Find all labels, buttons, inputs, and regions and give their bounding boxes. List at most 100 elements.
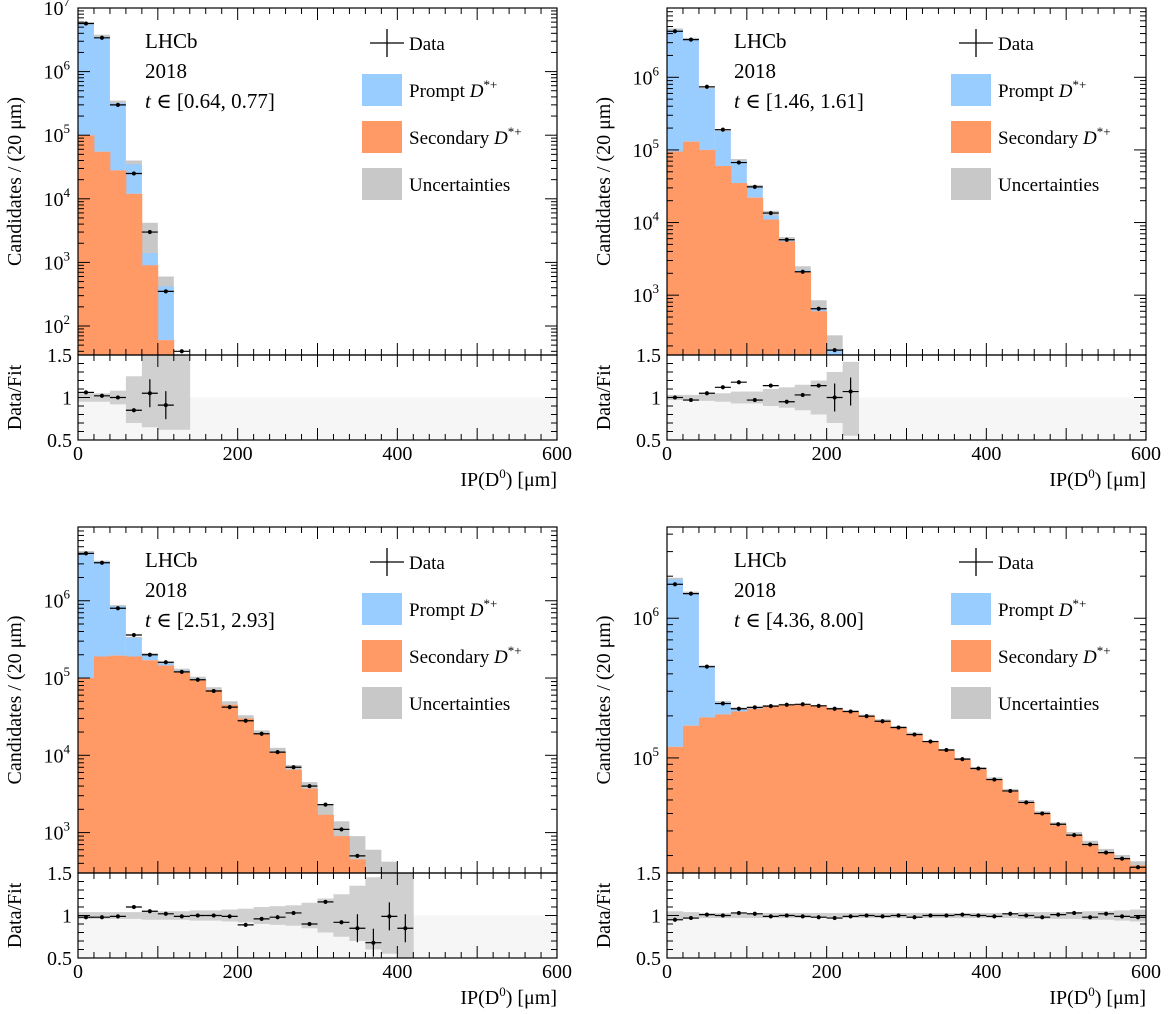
ratio-point xyxy=(83,915,88,920)
ratio-band xyxy=(682,912,700,919)
secondary-bar xyxy=(237,718,255,873)
secondary-bar xyxy=(125,656,143,873)
y-tick-label: 104 xyxy=(44,741,71,767)
data-point xyxy=(832,706,837,711)
ratio-point xyxy=(1056,912,1061,917)
secondary-bar xyxy=(189,679,207,873)
data-point xyxy=(1120,856,1125,861)
ratio-band xyxy=(810,380,828,415)
data-point xyxy=(227,705,232,710)
data-point xyxy=(672,29,677,34)
ratio-point xyxy=(768,383,773,388)
ratio-point xyxy=(1024,913,1029,918)
ratio-point xyxy=(275,915,280,920)
ratio-point xyxy=(752,398,757,403)
data-point xyxy=(816,703,821,708)
uncertainty-band xyxy=(237,715,254,721)
legend-prompt-swatch xyxy=(362,593,402,625)
ratio-point xyxy=(992,914,997,919)
ratio-point xyxy=(339,920,344,925)
ratio-band xyxy=(778,387,796,408)
x-tick-label: 200 xyxy=(223,443,253,465)
y-tick-label: 106 xyxy=(633,604,660,630)
legend-secondary-swatch xyxy=(951,640,991,672)
secondary-bar xyxy=(667,151,684,355)
secondary-bar xyxy=(205,689,223,873)
data-point xyxy=(99,35,104,40)
x-tick-label: 0 xyxy=(73,961,83,983)
legend-data-label: Data xyxy=(409,553,445,574)
secondary-bar xyxy=(986,779,1003,873)
data-point xyxy=(131,171,136,176)
secondary-bar xyxy=(874,720,891,873)
secondary-bar xyxy=(778,241,796,355)
ratio-axis-label: Data/Fit xyxy=(4,364,26,430)
prompt-bar xyxy=(157,663,174,666)
ratio-point xyxy=(211,913,216,918)
ratio-band xyxy=(730,912,748,919)
secondary-bar xyxy=(698,717,716,873)
y-axis-label: Candidates / (20 μm) xyxy=(593,97,615,266)
data-point xyxy=(211,688,216,693)
ratio-tick-label: 0.5 xyxy=(636,948,661,970)
ratio-point xyxy=(848,914,853,919)
prompt-bar xyxy=(762,215,779,220)
ratio-point xyxy=(688,916,693,921)
secondary-bar xyxy=(1114,858,1131,873)
data-point xyxy=(672,582,677,587)
data-point xyxy=(848,709,853,714)
ratio-point xyxy=(355,926,360,931)
prompt-bar xyxy=(141,253,158,266)
secondary-bar xyxy=(141,660,159,873)
y-tick-label: 103 xyxy=(44,248,71,274)
ratio-point xyxy=(816,383,821,388)
experiment-label: LHCb xyxy=(145,548,198,572)
prompt-bar xyxy=(109,606,126,656)
ratio-point xyxy=(736,910,741,915)
ratio-point xyxy=(848,389,853,394)
x-tick-label: 0 xyxy=(73,443,83,465)
ratio-point xyxy=(227,914,232,919)
time-bin-label: t ∈ [4.36, 8.00] xyxy=(734,608,864,632)
ratio-axis-label: Data/Fit xyxy=(4,882,26,948)
ratio-band xyxy=(237,908,255,923)
data-point xyxy=(131,633,136,638)
data-point xyxy=(864,714,869,719)
y-tick-label: 103 xyxy=(44,819,71,845)
ratio-tick-label: 1 xyxy=(62,388,72,410)
x-axis-label: IP(D0) [μm] xyxy=(460,466,557,491)
ratio-point xyxy=(163,911,168,916)
main-plot xyxy=(667,577,1146,873)
secondary-bar xyxy=(93,656,111,873)
data-point xyxy=(1088,842,1093,847)
data-point xyxy=(928,739,933,744)
data-point xyxy=(243,718,248,723)
ratio-band xyxy=(349,885,366,941)
ratio-point xyxy=(131,905,136,909)
x-tick-label: 400 xyxy=(382,961,412,983)
legend-prompt-label: Prompt D*+ xyxy=(409,596,497,621)
data-point xyxy=(880,719,885,724)
ratio-point xyxy=(323,899,328,904)
ratio-point xyxy=(163,403,168,408)
secondary-bar xyxy=(173,671,191,873)
x-tick-label: 0 xyxy=(662,961,672,983)
data-point xyxy=(816,306,821,311)
ratio-point xyxy=(195,913,200,918)
secondary-bar xyxy=(810,706,828,873)
secondary-bar xyxy=(317,814,334,873)
ratio-band xyxy=(714,393,732,402)
prompt-bar xyxy=(78,552,94,679)
y-axis-label: Candidates / (20 μm) xyxy=(4,615,26,784)
secondary-bar xyxy=(301,788,318,873)
y-tick-label: 105 xyxy=(44,664,71,690)
y-axis-label: Candidates / (20 μm) xyxy=(4,97,26,266)
data-point xyxy=(720,701,725,706)
ratio-point xyxy=(864,913,869,918)
ratio-band xyxy=(141,911,159,920)
legend-uncertainties-label: Uncertainties xyxy=(998,694,1099,715)
ratio-point xyxy=(704,912,709,917)
y-tick-label: 107 xyxy=(44,0,71,20)
